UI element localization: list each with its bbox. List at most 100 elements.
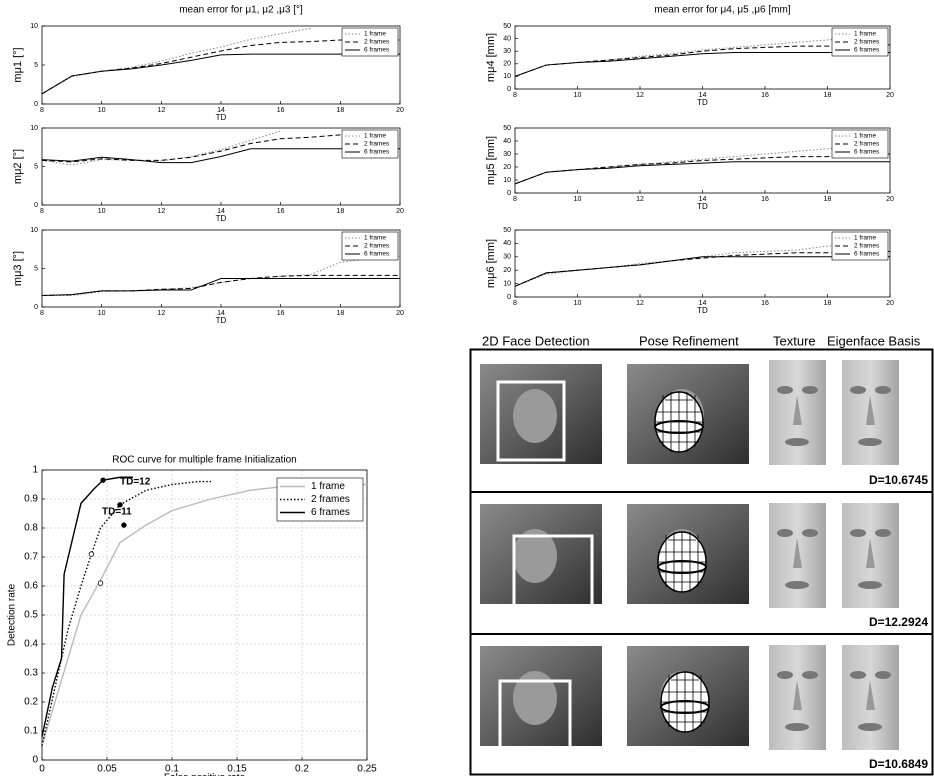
panel-frame [469, 348, 934, 776]
y-tick-label: 0 [507, 190, 511, 197]
axes-frame [41, 25, 401, 105]
x-tick-label: 14 [699, 300, 707, 307]
column-header: Texture [773, 333, 816, 348]
x-tick-label: 16 [277, 310, 285, 317]
legend-label: 1 frame [311, 481, 345, 492]
series-line [41, 480, 211, 746]
series-line [41, 130, 281, 166]
chart: 8 10 12 14 16 18 20 0 5 10 mean error for μ1, μ2 ,… [12, 5, 404, 122]
x-tick-label: 10 [98, 107, 106, 114]
x-tick-label: 18 [336, 310, 344, 317]
x-tick-label: 12 [636, 92, 644, 99]
series-line [514, 256, 890, 287]
axes-frame [514, 229, 891, 298]
y-tick-label: 0 [34, 304, 38, 311]
point-marker [88, 551, 95, 557]
y-axis-label: mμ4 [mm] [485, 33, 497, 82]
legend-label: 1 frame [854, 235, 876, 242]
x-tick-label: 18 [824, 92, 832, 99]
x-axis-label: TD [697, 202, 708, 211]
legend-box [831, 129, 889, 159]
y-tick-label: 5 [34, 163, 38, 170]
legend-label: 2 frames [364, 141, 390, 148]
x-tick-label: 20 [396, 310, 404, 317]
y-tick-label: 30 [503, 48, 511, 55]
x-tick-label: 10 [574, 300, 582, 307]
x-tick-label: 14 [699, 196, 707, 203]
series-line [41, 483, 367, 746]
detection-image [480, 364, 602, 464]
x-tick-label: 8 [40, 310, 44, 317]
point-marker [97, 580, 104, 586]
plot-area [515, 26, 890, 89]
pose-image [627, 364, 749, 464]
y-axis-label: mμ6 [mm] [485, 239, 497, 288]
texture-image [769, 645, 826, 750]
texture-image [769, 360, 826, 465]
series-line [41, 476, 133, 737]
x-tick-label: 0.2 [295, 764, 309, 775]
legend-label: 1 frame [364, 31, 386, 38]
x-tick-label: 0.15 [227, 764, 247, 775]
x-tick-label: 18 [824, 300, 832, 307]
x-tick-label: 20 [396, 107, 404, 114]
x-tick-label: 14 [217, 208, 225, 215]
y-tick-label: 0.7 [24, 552, 38, 563]
axes-frame [41, 229, 401, 308]
axes-frame [514, 127, 891, 194]
y-tick-label: 0.4 [24, 639, 38, 650]
y-tick-label: 50 [503, 125, 511, 132]
y-axis-label: mμ1 [°] [12, 47, 24, 82]
chart: 8 10 12 14 16 18 20 0 10 20 30 40 50 TD mμ6 [mm] 1 fram… [485, 227, 894, 315]
chart: 0 0.05 0.1 0.15 0.2 0.25 0 0.1 0.2 0.3 0.4 0.5 0.6 0.… [7, 455, 378, 776]
annotation: TD=12 [120, 477, 151, 488]
y-tick-label: 0.2 [24, 697, 38, 708]
plot-area [515, 230, 890, 297]
x-tick-label: 16 [277, 107, 285, 114]
y-axis-label: Detection rate [7, 583, 18, 646]
chart-title: mean error for μ1, μ2 ,μ3 [°] [179, 5, 303, 16]
x-axis-label: TD [697, 306, 708, 315]
y-tick-label: 0 [32, 755, 38, 766]
series-line [41, 278, 400, 296]
y-tick-label: 50 [503, 23, 511, 30]
legend-box [831, 27, 889, 57]
y-tick-label: 0 [34, 101, 38, 108]
y-tick-label: 5 [34, 62, 38, 69]
legend-label: 2 frames [854, 243, 880, 250]
legend-label: 6 frames [364, 149, 390, 156]
x-tick-label: 10 [574, 196, 582, 203]
legend-label: 1 frame [854, 133, 876, 140]
y-tick-label: 10 [503, 280, 511, 287]
x-tick-label: 16 [761, 92, 769, 99]
x-tick-label: 18 [336, 107, 344, 114]
legend-box [341, 231, 399, 261]
y-tick-label: 0 [34, 202, 38, 209]
legend-box [341, 27, 399, 57]
y-tick-label: 40 [503, 240, 511, 247]
point-marker [121, 522, 127, 528]
x-tick-label: 0.25 [357, 764, 377, 775]
x-tick-label: 8 [513, 92, 517, 99]
x-tick-label: 16 [761, 196, 769, 203]
plot-area [515, 128, 890, 193]
y-axis-label: mμ3 [°] [12, 251, 24, 286]
chart-title: mean error for μ4, μ5 ,μ6 [mm] [654, 5, 790, 16]
point-marker [117, 502, 123, 508]
x-tick-label: 12 [157, 107, 165, 114]
y-tick-label: 20 [503, 61, 511, 68]
legend-label: 6 frames [364, 47, 390, 54]
x-tick-label: 14 [699, 92, 707, 99]
face-panel: 2D Face Detection Pose Refinement Textur… [469, 333, 934, 776]
distance-label: D=12.2924 [869, 615, 928, 629]
legend-label: 6 frames [364, 251, 390, 258]
distance-label: D=10.6849 [869, 757, 928, 771]
y-tick-label: 5 [34, 265, 38, 272]
legend-label: 2 frames [311, 494, 350, 505]
x-tick-label: 16 [761, 300, 769, 307]
column-header: Eigenface Basis [827, 333, 921, 348]
plot-area [42, 26, 400, 104]
legend-label: 6 frames [854, 47, 880, 54]
series-line [514, 241, 891, 287]
y-tick-label: 20 [503, 164, 511, 171]
